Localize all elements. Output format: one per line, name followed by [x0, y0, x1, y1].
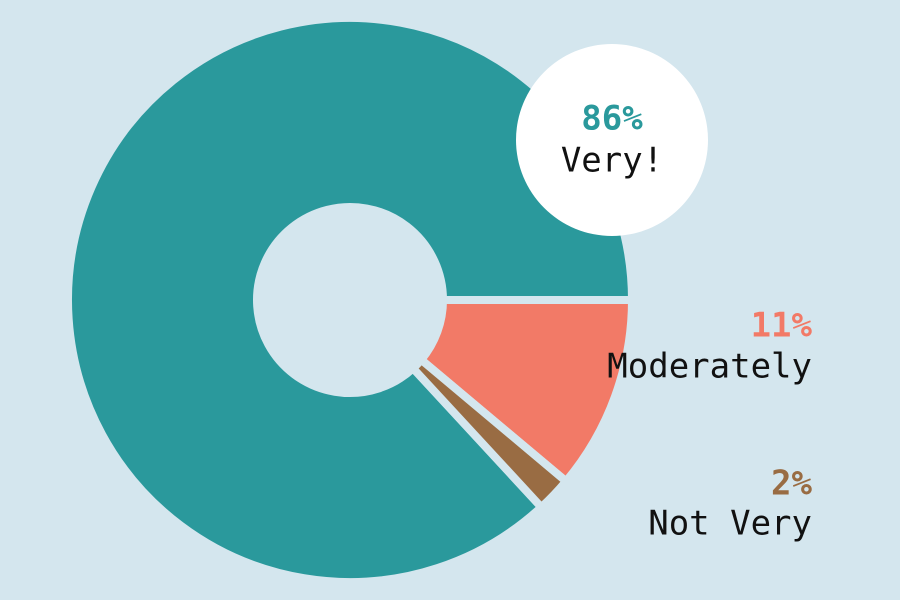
donut-slice — [407, 354, 572, 513]
category-label: Moderately — [607, 347, 812, 387]
category-label: Very! — [561, 141, 663, 181]
value-label: 11% — [751, 306, 813, 346]
donut-slice — [415, 296, 637, 487]
value-label: 86% — [581, 99, 643, 139]
value-label: 2% — [771, 464, 812, 504]
category-label: Not Very — [648, 504, 812, 544]
donut-slice — [64, 14, 637, 586]
label-bubble — [516, 44, 708, 236]
